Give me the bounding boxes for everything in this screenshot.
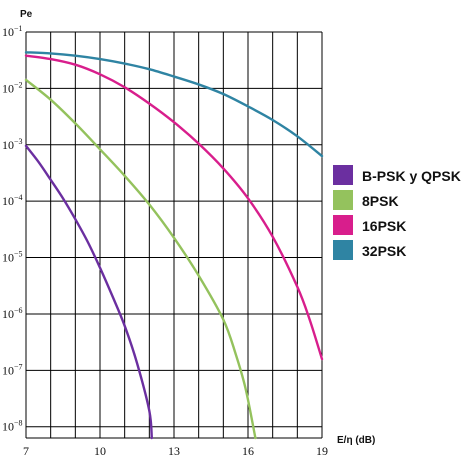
legend-swatch-1: [333, 190, 353, 210]
legend: B-PSK y QPSK 8PSK 16PSK 32PSK: [333, 165, 461, 260]
legend-swatch-0: [333, 165, 353, 185]
y-tick-label: 10−3: [2, 137, 23, 152]
x-axis-title: E/η (dB): [337, 435, 375, 446]
y-tick-label: 10−8: [2, 419, 23, 434]
y-tick-label: 10−7: [2, 362, 23, 377]
chart-grid: [25, 31, 323, 439]
x-tick-label: 10: [94, 444, 106, 458]
series-line-1: [24, 78, 257, 440]
x-tick-label: 19: [316, 444, 328, 458]
x-axis-ticks: 7 10 13 16 19: [23, 444, 328, 458]
x-tick-label: 16: [242, 444, 254, 458]
y-axis-title: Pe: [20, 9, 33, 20]
x-tick-label: 13: [168, 444, 180, 458]
y-tick-label: 10−6: [2, 306, 23, 321]
series-line-2: [24, 54, 324, 361]
y-tick-label: 10−1: [2, 24, 23, 39]
legend-label-3: 32PSK: [362, 243, 406, 259]
y-tick-label: 10−4: [2, 193, 23, 208]
legend-label-1: 8PSK: [362, 193, 399, 209]
y-tick-label: 10−5: [2, 250, 23, 265]
series-line-3: [24, 51, 324, 158]
series-line-0: [24, 144, 153, 440]
chart-curves: [24, 51, 324, 440]
legend-swatch-2: [333, 215, 353, 235]
legend-swatch-3: [333, 240, 353, 260]
y-axis-ticks: 10−1 10−2 10−3 10−4 10−5 10−6 10−7 10−8: [2, 24, 23, 434]
legend-label-0: B-PSK y QPSK: [362, 168, 461, 184]
legend-label-2: 16PSK: [362, 218, 406, 234]
y-tick-label: 10−2: [2, 80, 23, 95]
x-tick-label: 7: [23, 444, 29, 458]
